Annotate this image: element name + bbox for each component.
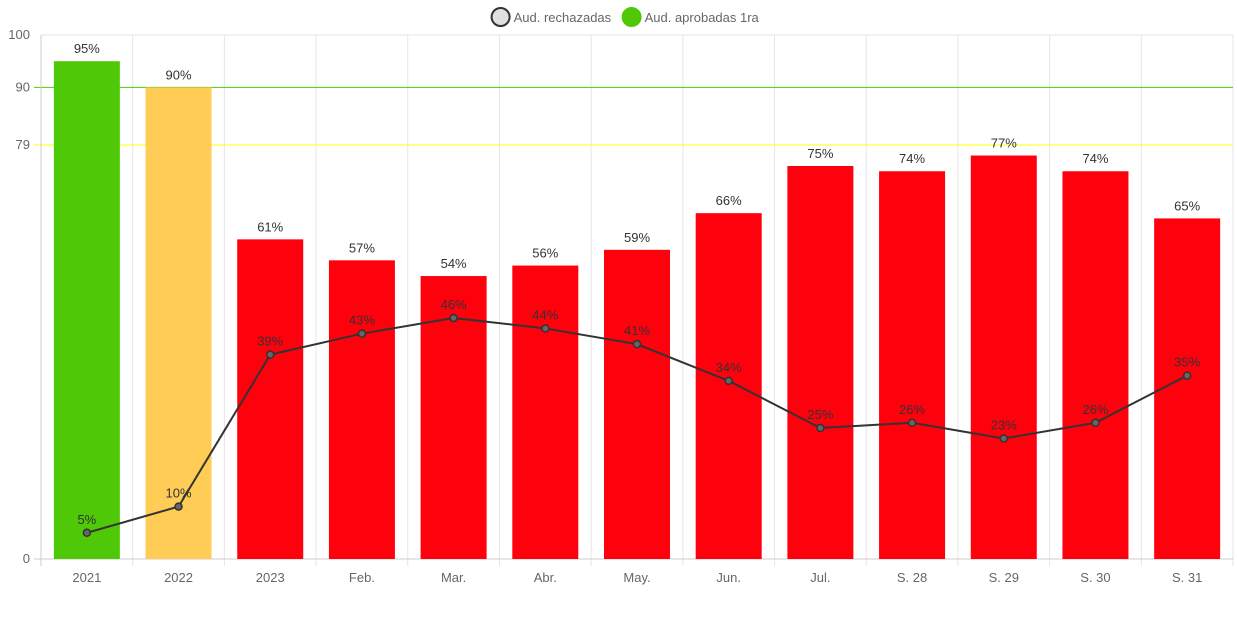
bar-value-label: 54% <box>441 256 467 271</box>
bar-value-label: 59% <box>624 230 650 245</box>
line-point <box>999 434 1009 443</box>
line-point <box>724 376 733 386</box>
bar <box>695 213 762 559</box>
legend-item[interactable]: Aud. rechazadas <box>490 7 612 27</box>
reference-lines <box>34 86 1233 146</box>
bar-value-label: 75% <box>807 146 833 161</box>
x-tick-label: S. 29 <box>989 570 1019 585</box>
y-tick-label: 100 <box>8 27 30 42</box>
line-point <box>82 528 92 538</box>
legend-swatch <box>490 7 511 27</box>
line-value-label: 35% <box>1174 355 1200 370</box>
line-value-label: 43% <box>349 313 375 328</box>
line-point <box>449 313 458 323</box>
bar-value-label: 77% <box>991 136 1017 151</box>
line-value-label: 10% <box>166 486 192 501</box>
line-value-label: 25% <box>807 407 833 422</box>
legend-swatch <box>621 7 642 27</box>
bar <box>970 155 1037 559</box>
bar-value-label: 90% <box>166 67 192 82</box>
bar-value-label: 57% <box>349 240 375 255</box>
x-tick-label: Jun. <box>716 570 741 585</box>
line-value-label: 26% <box>899 402 925 417</box>
line-point <box>632 339 642 349</box>
bar-value-label: 95% <box>74 41 100 56</box>
x-tick-label: Abr. <box>534 570 557 585</box>
bar <box>1062 171 1129 560</box>
line-value-label: 23% <box>991 417 1017 432</box>
bar <box>879 171 946 560</box>
line-point <box>541 324 550 333</box>
line-point <box>357 329 367 338</box>
line-point <box>1091 418 1100 428</box>
line-series <box>82 313 1192 538</box>
bar-series <box>53 61 1221 560</box>
x-tick-label: Mar. <box>441 570 466 585</box>
bar <box>512 265 579 559</box>
x-tick-label: S. 30 <box>1080 570 1110 585</box>
legend-label: Aud. rechazadas <box>514 10 612 25</box>
line-value-label: 46% <box>441 297 467 312</box>
line-point <box>907 418 917 428</box>
bar <box>787 166 854 559</box>
line-point <box>1182 371 1192 380</box>
legend-label: Aud. aprobadas 1ra <box>645 10 760 25</box>
line-point <box>174 502 183 511</box>
y-tick-label: 90 <box>16 79 30 94</box>
bar-value-label: 74% <box>1082 151 1108 166</box>
line-value-label: 39% <box>257 334 283 349</box>
legend[interactable]: Aud. rechazadas Aud. aprobadas 1ra <box>490 7 760 27</box>
y-tick-label: 79 <box>16 137 30 152</box>
line-value-label: 41% <box>624 323 650 338</box>
data-labels: 95% 90% 61% 57% 54% 56% 59% 66% 75% 74% 77% 74% 65% 5… <box>74 41 1201 527</box>
x-tick-label: Feb. <box>349 570 375 585</box>
x-tick-label: 2022 <box>164 570 193 585</box>
bar-value-label: 61% <box>257 219 283 234</box>
x-tick-label: S. 28 <box>897 570 927 585</box>
bar-value-label: 65% <box>1174 198 1200 213</box>
x-tick-label: S. 31 <box>1172 570 1202 585</box>
bar <box>420 276 487 559</box>
bar <box>237 239 304 560</box>
bar-value-label: 74% <box>899 151 925 166</box>
line-value-label: 44% <box>532 307 558 322</box>
legend-item[interactable]: Aud. aprobadas 1ra <box>621 7 760 27</box>
x-tick-label: Jul. <box>810 570 830 585</box>
x-tick-label: 2021 <box>72 570 101 585</box>
x-tick-label: May. <box>623 570 650 585</box>
line-value-label: 34% <box>716 360 742 375</box>
x-tick-label: 2023 <box>256 570 285 585</box>
bar-value-label: 66% <box>716 193 742 208</box>
line-point <box>265 350 275 359</box>
bar-value-label: 56% <box>532 246 558 261</box>
line-value-label: 5% <box>77 512 96 527</box>
y-tick-label: 0 <box>23 551 30 566</box>
line-value-label: 26% <box>1082 402 1108 417</box>
grid <box>40 34 1234 566</box>
bar <box>328 260 395 559</box>
bar <box>145 87 212 560</box>
bar <box>1154 218 1221 559</box>
line-point <box>816 423 825 433</box>
bar <box>604 249 670 559</box>
bar <box>53 61 120 559</box>
